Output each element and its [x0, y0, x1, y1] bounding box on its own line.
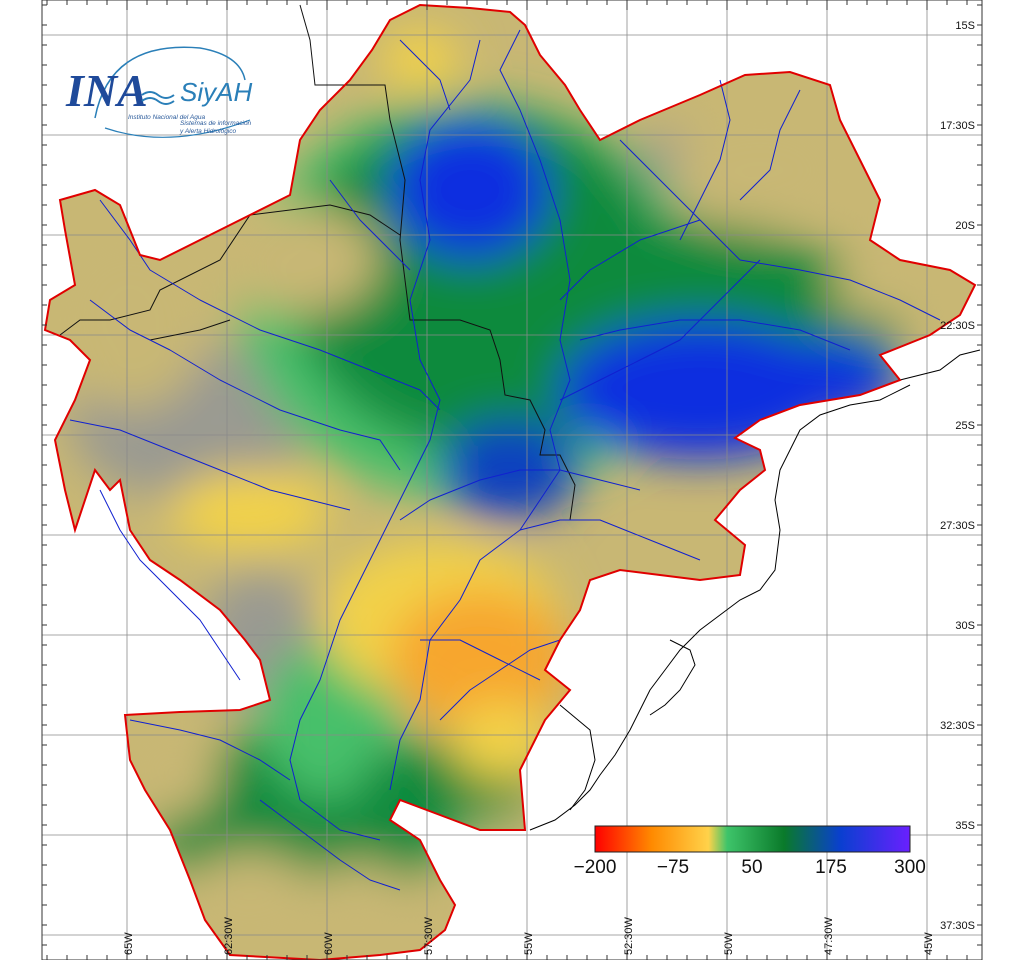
lon-label: 60W — [323, 932, 335, 955]
colorbar-tick: 300 — [894, 857, 926, 878]
colorbar: −200 −75 50 175 300 — [574, 825, 926, 878]
frame-ticks — [42, 0, 982, 960]
longitude-labels: 65W 62:30W 60W 57:30W 55W 52:30W 50W 47:… — [123, 916, 935, 955]
logo-brand: INA — [65, 65, 148, 116]
map-frame — [41, 0, 983, 960]
lat-label: 27:30S — [940, 520, 975, 532]
lat-label: 25S — [955, 420, 975, 432]
lat-label: 17:30S — [940, 120, 975, 132]
lon-label: 62:30W — [223, 916, 235, 955]
latitude-labels: 15S 17:30S 20S 22:30S 25S 27:30S 30S 32:… — [940, 20, 975, 932]
lat-label: 22:30S — [940, 320, 975, 332]
lon-label: 50W — [723, 932, 735, 955]
lon-label: 55W — [523, 932, 535, 955]
lon-label: 52:30W — [623, 916, 635, 955]
logo-subtitle: Instituto Nacional del Agua — [128, 114, 205, 121]
colorbar-tick: 175 — [815, 857, 847, 878]
lon-label: 45W — [923, 932, 935, 955]
lat-label: 32:30S — [940, 720, 975, 732]
colorbar-tick: 50 — [741, 857, 762, 878]
coastline — [529, 349, 981, 831]
ina-siyah-logo: INA SiyAH Instituto Nacional del Agua Si… — [65, 46, 252, 138]
logo-product: SiyAH — [180, 77, 252, 107]
logo-tagline-2: y Alerta Hidrológico — [179, 128, 237, 135]
colorbar-tick: −75 — [657, 857, 689, 878]
colorbar-gradient — [594, 825, 911, 853]
rivers — [69, 29, 941, 891]
lat-label: 20S — [955, 220, 975, 232]
lat-label: 35S — [955, 820, 975, 832]
colorbar-tick: −200 — [574, 857, 617, 878]
country-borders — [59, 4, 576, 521]
lat-label: 37:30S — [940, 920, 975, 932]
logo-arc-lower — [104, 119, 251, 138]
logo-arc — [94, 46, 246, 119]
lon-label: 57:30W — [423, 916, 435, 955]
logo-tagline-1: Sistemas de información — [180, 120, 252, 127]
lat-label: 15S — [955, 20, 975, 32]
logo-wave-icon — [141, 91, 175, 105]
coordinate-grid — [42, 0, 982, 960]
lat-label: 30S — [955, 620, 975, 632]
lon-label: 65W — [123, 932, 135, 955]
lon-label: 47:30W — [823, 916, 835, 955]
